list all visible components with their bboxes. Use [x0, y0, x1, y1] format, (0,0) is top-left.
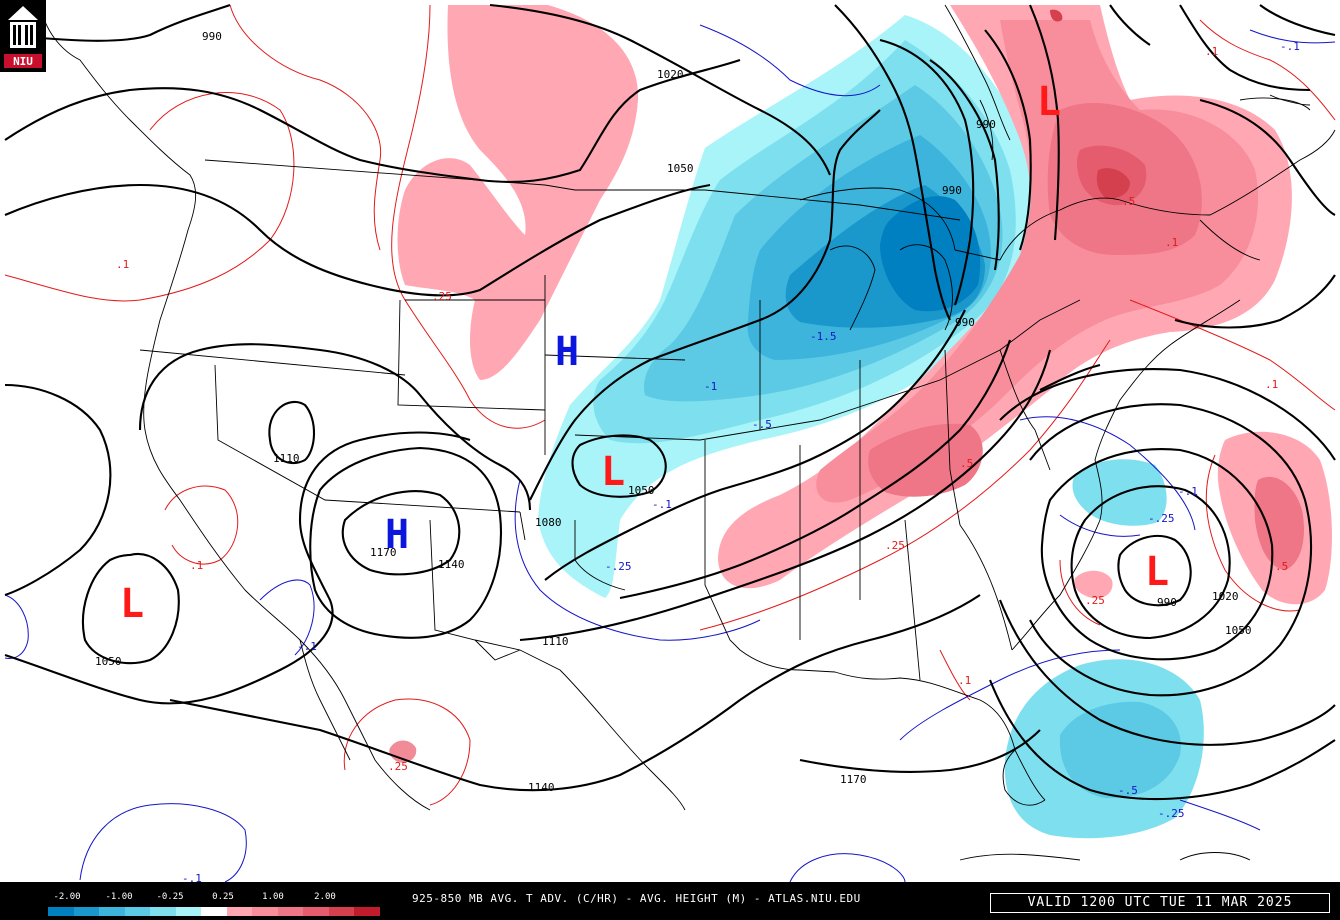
advection-label: -.5 [1118, 784, 1138, 797]
advection-label: .5 [1122, 195, 1135, 208]
legend-label: 1.00 [262, 892, 284, 902]
advection-label: -.1 [1178, 485, 1198, 498]
legend-labels: -2.00 -1.00 -0.25 0.25 1.00 2.00 [48, 892, 358, 902]
color-swatch [73, 907, 99, 916]
valid-time: VALID 1200 UTC TUE 11 MAR 2025 [990, 893, 1330, 913]
high-pressure-center: H [555, 329, 579, 375]
advection-label: .5 [1275, 560, 1288, 573]
height-label: 1020 [1212, 590, 1239, 603]
advection-label: .25 [432, 290, 452, 303]
height-label: 1170 [370, 546, 397, 559]
advection-label: -1.5 [810, 330, 837, 343]
height-label: 1110 [542, 635, 569, 648]
height-label: 1020 [657, 68, 684, 81]
advection-label: -.25 [605, 560, 632, 573]
low-pressure-center: L [1145, 549, 1169, 595]
advection-label: -1 [704, 380, 717, 393]
color-swatch [124, 907, 150, 916]
height-label: 990 [942, 184, 962, 197]
legend-label: -0.25 [156, 892, 184, 902]
height-contours [4, 3, 1336, 801]
color-swatch [354, 907, 380, 916]
color-swatch [99, 907, 125, 916]
advection-label: -.1 [652, 498, 672, 511]
color-swatch [226, 907, 252, 916]
height-label: 990 [1157, 596, 1177, 609]
advection-label: -.1 [1280, 40, 1300, 53]
color-swatch [252, 907, 278, 916]
weather-map: 990 1020 1050 990 990 990 1110 1050 1080… [0, 0, 1340, 885]
warm-advection-shading [389, 5, 1332, 763]
pressure-centers: L H L H L L [120, 79, 1169, 627]
color-swatch [303, 907, 329, 916]
advection-label: .1 [1265, 378, 1278, 391]
low-pressure-center: L [1037, 79, 1061, 125]
height-labels: 990 1020 1050 990 990 990 1110 1050 1080… [95, 30, 1252, 794]
height-label: 1080 [535, 516, 562, 529]
advection-label: .25 [1085, 594, 1105, 607]
advection-label: -.1 [297, 640, 317, 653]
height-label: 990 [955, 316, 975, 329]
advection-label: -.5 [752, 418, 772, 431]
height-label: 990 [202, 30, 222, 43]
low-pressure-center: L [120, 581, 144, 627]
advection-label: .1 [958, 674, 971, 687]
advection-label: -.25 [1148, 512, 1175, 525]
advection-label: .1 [190, 559, 203, 572]
height-label: 1110 [273, 452, 300, 465]
legend-label: 0.25 [212, 892, 234, 902]
height-label: 1140 [438, 558, 465, 571]
height-label: 1050 [628, 484, 655, 497]
advection-labels: .1 .25 -1.5 -1 -.5 -.1 .5 .25 -.25 .1 .5… [116, 40, 1300, 885]
advection-label: .1 [1165, 236, 1178, 249]
product-title: 925-850 MB AVG. T ADV. (C/HR) - AVG. HEI… [412, 892, 861, 905]
height-label: 1050 [1225, 624, 1252, 637]
high-pressure-center: H [385, 512, 409, 558]
low-pressure-center: L [601, 449, 625, 495]
height-label: 1140 [528, 781, 555, 794]
logo-text: NIU [13, 55, 33, 68]
advection-label: .25 [885, 539, 905, 552]
height-label: 1050 [95, 655, 122, 668]
height-label: 990 [976, 118, 996, 131]
color-swatch [201, 907, 227, 916]
advection-contours [4, 4, 1336, 883]
advection-label: .1 [116, 258, 129, 271]
color-swatch [150, 907, 176, 916]
color-swatch [277, 907, 303, 916]
height-label: 1050 [667, 162, 694, 175]
bottom-bar: -2.00 -1.00 -0.25 0.25 1.00 2.00 925-850… [0, 882, 1340, 920]
advection-label: -.25 [1158, 807, 1185, 820]
legend-label: 2.00 [314, 892, 336, 902]
advection-label: .1 [1205, 45, 1218, 58]
niu-logo: NIU [0, 0, 46, 72]
legend-label: -2.00 [53, 892, 81, 902]
legend-label: -1.00 [105, 892, 133, 902]
advection-label: .5 [960, 457, 973, 470]
color-swatch [48, 907, 74, 916]
height-label: 1170 [840, 773, 867, 786]
color-scale [48, 907, 380, 916]
advection-label: -.1 [182, 872, 202, 882]
advection-label: .25 [388, 760, 408, 773]
color-swatch [328, 907, 354, 916]
map-geography [39, 4, 1336, 861]
color-swatch [175, 907, 201, 916]
